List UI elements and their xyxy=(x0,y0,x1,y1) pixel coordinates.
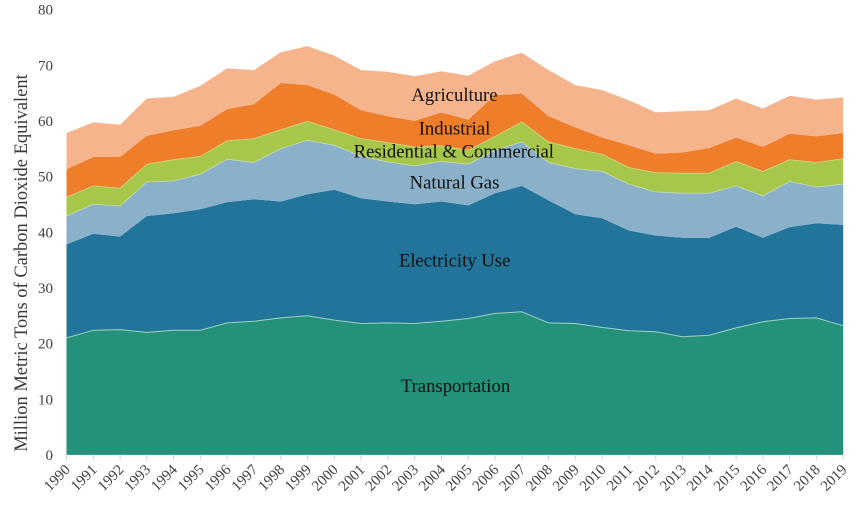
svg-text:1994: 1994 xyxy=(148,462,181,495)
svg-text:2018: 2018 xyxy=(791,462,824,495)
svg-text:2010: 2010 xyxy=(577,462,610,495)
svg-text:70: 70 xyxy=(38,58,53,74)
svg-text:2005: 2005 xyxy=(443,462,476,495)
svg-text:2015: 2015 xyxy=(711,462,744,495)
svg-text:Electricity Use: Electricity Use xyxy=(399,251,511,272)
svg-text:60: 60 xyxy=(38,114,53,130)
svg-text:Transportation: Transportation xyxy=(401,376,511,397)
svg-text:2000: 2000 xyxy=(309,462,342,495)
svg-text:1998: 1998 xyxy=(256,462,289,495)
svg-text:2008: 2008 xyxy=(523,462,556,495)
svg-text:Agriculture: Agriculture xyxy=(411,85,497,106)
svg-text:1992: 1992 xyxy=(95,462,128,495)
svg-text:2002: 2002 xyxy=(363,462,396,495)
svg-text:1990: 1990 xyxy=(41,462,74,495)
svg-text:1993: 1993 xyxy=(122,462,155,495)
svg-text:2012: 2012 xyxy=(631,462,664,495)
svg-text:2019: 2019 xyxy=(818,462,851,495)
svg-text:40: 40 xyxy=(38,225,53,241)
svg-text:2004: 2004 xyxy=(416,462,449,495)
svg-text:Million Metric Tons of Carbon: Million Metric Tons of Carbon Dioxide Eq… xyxy=(12,73,32,451)
svg-text:1999: 1999 xyxy=(282,462,315,495)
svg-text:2011: 2011 xyxy=(604,462,636,494)
svg-text:1991: 1991 xyxy=(68,462,101,495)
svg-text:2017: 2017 xyxy=(764,462,797,495)
svg-text:2013: 2013 xyxy=(657,462,690,495)
svg-text:1995: 1995 xyxy=(175,462,208,495)
svg-text:30: 30 xyxy=(38,281,53,297)
svg-text:2016: 2016 xyxy=(738,462,771,495)
svg-text:2007: 2007 xyxy=(497,462,530,495)
svg-text:0: 0 xyxy=(46,448,54,464)
svg-text:20: 20 xyxy=(38,337,53,353)
svg-text:80: 80 xyxy=(38,3,53,19)
svg-text:50: 50 xyxy=(38,170,53,186)
svg-text:2006: 2006 xyxy=(470,462,503,495)
svg-text:1997: 1997 xyxy=(229,462,262,495)
svg-text:Natural Gas: Natural Gas xyxy=(410,173,500,194)
svg-text:10: 10 xyxy=(38,392,53,408)
svg-text:Industrial: Industrial xyxy=(419,119,491,140)
svg-text:2003: 2003 xyxy=(390,462,423,495)
svg-text:2001: 2001 xyxy=(336,462,369,495)
svg-text:2014: 2014 xyxy=(684,462,717,495)
svg-text:2009: 2009 xyxy=(550,462,583,495)
svg-text:1996: 1996 xyxy=(202,462,235,495)
svg-text:Residential & Commercial: Residential & Commercial xyxy=(354,142,554,163)
